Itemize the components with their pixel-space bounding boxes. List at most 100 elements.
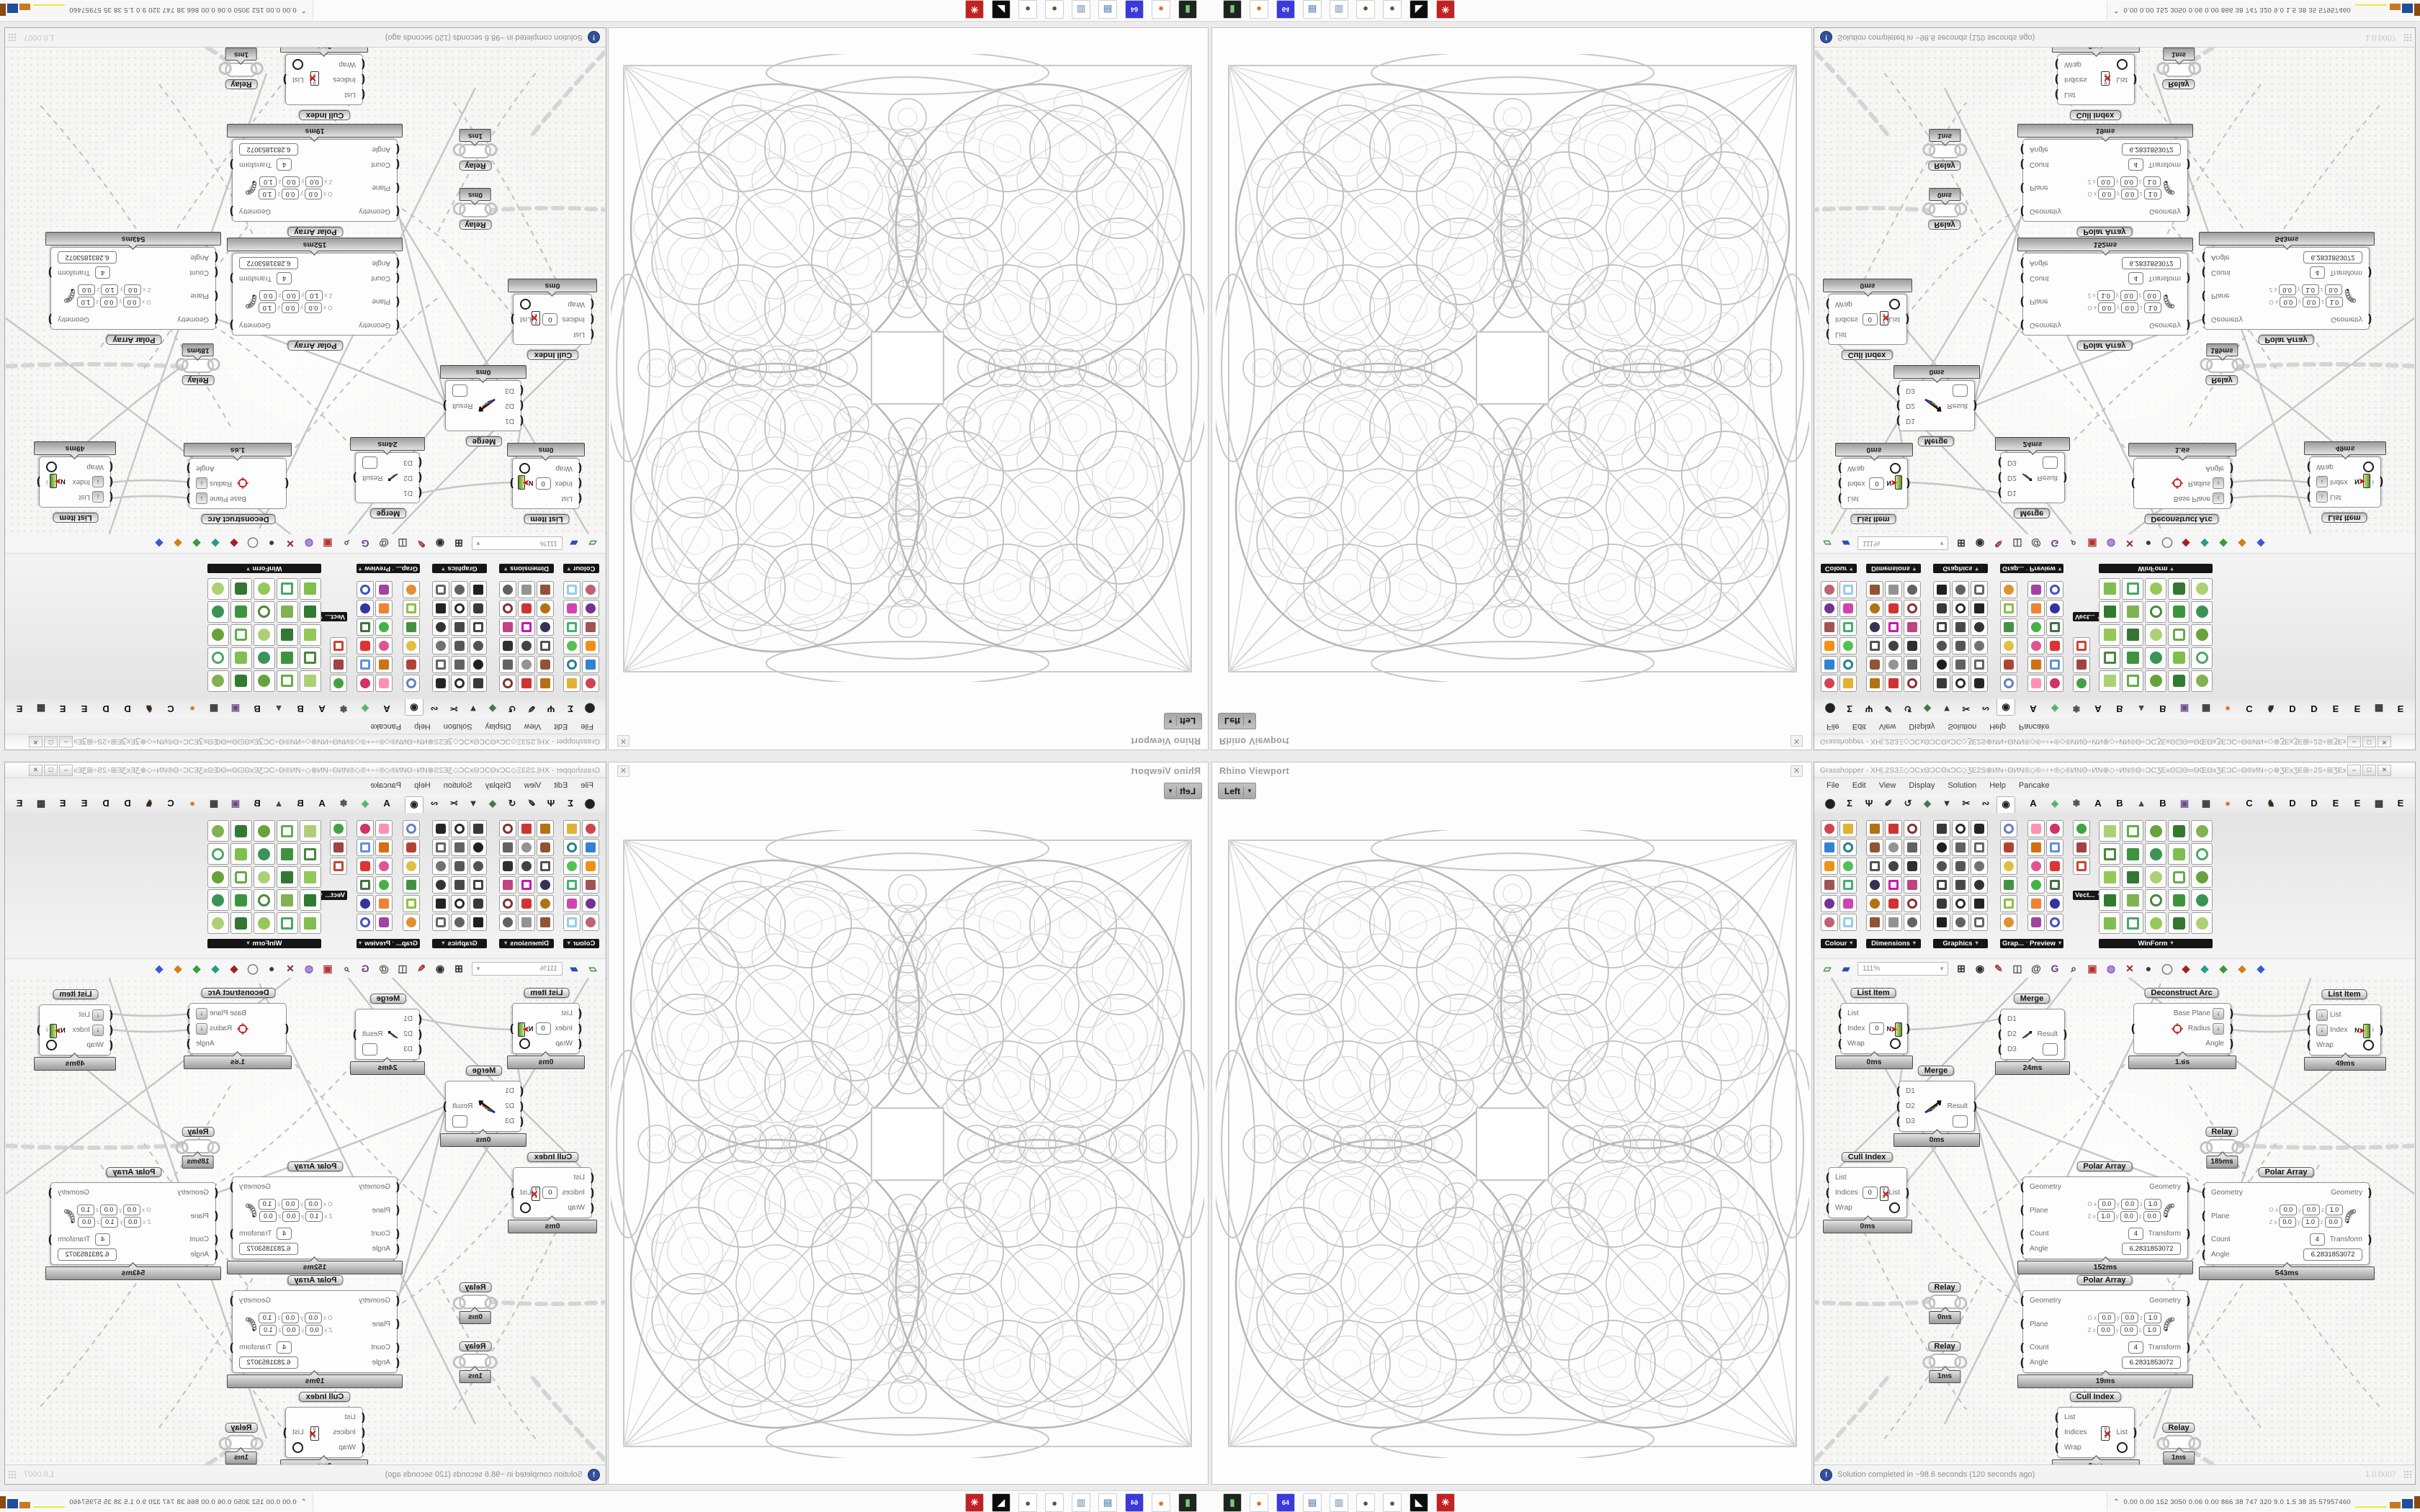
palette-icon[interactable]: [1821, 656, 1838, 673]
gem-orange-icon[interactable]: ◆: [2238, 962, 2246, 974]
node-label-cull-index-1[interactable]: Cull Index: [1841, 350, 1893, 360]
tab-maths[interactable]: Σ: [1847, 798, 1852, 809]
palette-icon[interactable]: [230, 866, 252, 888]
tab-plugin-b2[interactable]: B: [254, 798, 261, 809]
tab-plugin-orange[interactable]: ●: [2225, 798, 2231, 809]
palette-icon[interactable]: [518, 675, 535, 692]
palette-icon[interactable]: [277, 889, 298, 911]
palette-icon[interactable]: [470, 895, 487, 912]
wrap-circle-icon[interactable]: [1889, 299, 1900, 310]
palette-icon[interactable]: [2027, 618, 2045, 636]
viewport-projection-dropdown[interactable]: Left ▼: [1164, 713, 1202, 729]
palette-icon[interactable]: [451, 839, 468, 856]
palette-icon[interactable]: [537, 914, 554, 931]
palette-icon[interactable]: [207, 866, 229, 888]
wrap-circle-icon[interactable]: [2117, 1442, 2128, 1453]
palette-icon[interactable]: [1866, 839, 1883, 856]
tab-sets[interactable]: Ψ: [547, 703, 555, 714]
node-label-polar-array-2[interactable]: Polar Array: [106, 1167, 162, 1177]
tab-plugin-a2[interactable]: A: [2094, 703, 2102, 714]
gem-teal-icon[interactable]: ◆: [211, 962, 220, 974]
tab-mesh[interactable]: ▼: [1942, 703, 1952, 714]
palette-icon[interactable]: [254, 578, 275, 600]
palette-icon[interactable]: [2191, 866, 2213, 888]
value-box[interactable]: 0: [1862, 313, 1878, 325]
palette-icon[interactable]: [1821, 600, 1838, 617]
palette-icon[interactable]: [1866, 581, 1883, 598]
palette-icon[interactable]: [1952, 914, 1969, 931]
value-box[interactable]: 0: [542, 1187, 558, 1199]
menu-item-solution[interactable]: Solution: [1948, 722, 1977, 731]
tab-plugin-a1[interactable]: A: [383, 703, 390, 714]
value-box[interactable]: 1.0: [2097, 290, 2115, 301]
menu-item-file[interactable]: File: [1827, 781, 1839, 790]
wolf-icon[interactable]: ◣: [1410, 0, 1428, 19]
value-box[interactable]: 6.2831853072: [239, 1356, 298, 1369]
suggestion-balloon-icon[interactable]: ◍: [304, 962, 314, 974]
palette-icon[interactable]: [451, 600, 468, 617]
palette-icon[interactable]: [2000, 858, 2017, 875]
tray-expand-icon[interactable]: ⌃: [2113, 1498, 2120, 1506]
input-port[interactable]: (: [1896, 384, 1900, 397]
palette-icon[interactable]: [2027, 581, 2045, 598]
palette-icon[interactable]: [499, 876, 516, 894]
palette-icon[interactable]: [2168, 843, 2190, 865]
value-box[interactable]: 0.0: [78, 284, 96, 295]
output-port[interactable]: ): [2368, 266, 2372, 279]
menu-item-file[interactable]: File: [581, 781, 593, 790]
value-box[interactable]: 4: [2128, 1228, 2143, 1240]
palette-icon[interactable]: [1933, 820, 1950, 837]
sphere-wire-icon[interactable]: ◯: [2161, 538, 2173, 550]
palette-icon[interactable]: [230, 578, 252, 600]
palette-icon[interactable]: [1885, 895, 1902, 912]
remote-at-icon[interactable]: @: [2031, 963, 2041, 974]
input-port[interactable]: (: [2020, 272, 2024, 285]
palette-icon[interactable]: [330, 858, 347, 875]
palette-icon[interactable]: [2046, 858, 2063, 875]
output-port[interactable]: ): [2230, 462, 2233, 475]
palette-icon[interactable]: [2145, 624, 2166, 646]
value-box[interactable]: 0: [1862, 1187, 1878, 1199]
tab-display[interactable]: ◉: [405, 698, 424, 716]
palette-icon[interactable]: [1866, 600, 1883, 617]
output-port[interactable]: ): [283, 73, 287, 86]
viewport-geometry-area[interactable]: [606, 827, 1209, 1462]
input-port[interactable]: (: [1998, 1027, 2002, 1040]
palette-icon[interactable]: [357, 656, 374, 673]
palette-icon[interactable]: [451, 876, 468, 894]
open-file-icon[interactable]: ▱: [588, 538, 597, 550]
palette-icon[interactable]: [1839, 600, 1857, 617]
palette-icon[interactable]: [2191, 624, 2213, 646]
tab-plugin-e3[interactable]: E: [2397, 798, 2404, 809]
palette-icon[interactable]: [1885, 600, 1902, 617]
palette-icon[interactable]: [207, 647, 229, 669]
value-box[interactable]: 1.0: [2301, 284, 2319, 295]
menu-item-view[interactable]: View: [524, 722, 542, 731]
tab-plugin-gem[interactable]: ◈: [362, 798, 369, 809]
palette-icon[interactable]: [300, 647, 321, 669]
input-port[interactable]: (: [109, 491, 113, 504]
palette-icon[interactable]: [1971, 600, 1988, 617]
gha-badge-icon[interactable]: G: [2051, 538, 2059, 549]
output-port[interactable]: ): [2230, 1037, 2233, 1050]
palette-icon[interactable]: [1952, 581, 1969, 598]
node-canvas[interactable]: List Item(List(Index0N➤i)(Wrap0msMerge(D…: [1815, 47, 2414, 534]
menu-item-help[interactable]: Help: [414, 722, 431, 731]
palette-icon[interactable]: [330, 656, 347, 673]
input-port[interactable]: (: [2202, 313, 2205, 326]
palette-icon[interactable]: [537, 675, 554, 692]
input-port[interactable]: (: [215, 1248, 218, 1261]
palette-icon[interactable]: [499, 895, 516, 912]
tab-surface[interactable]: ◆: [1924, 703, 1931, 714]
palette-icon[interactable]: [432, 600, 449, 617]
node-label-cull-index-2[interactable]: Cull Index: [299, 110, 351, 120]
input-port[interactable]: (: [578, 1037, 582, 1050]
palette-icon[interactable]: [277, 670, 298, 692]
palette-icon[interactable]: [518, 581, 535, 598]
tab-sets[interactable]: Ψ: [1865, 798, 1873, 809]
value-box[interactable]: 4: [2128, 272, 2143, 284]
value-box[interactable]: 0.0: [2098, 1313, 2115, 1323]
value-box[interactable]: 0.0: [2143, 290, 2161, 301]
